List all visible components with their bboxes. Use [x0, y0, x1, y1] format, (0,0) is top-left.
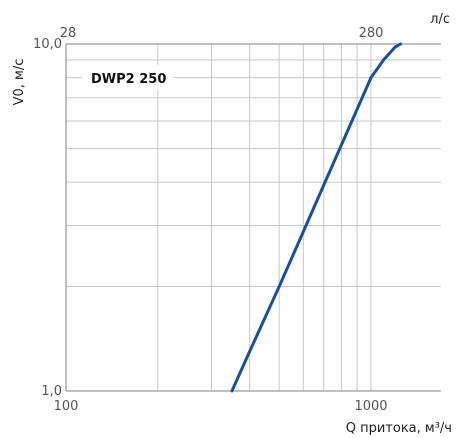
series-line [230, 42, 403, 393]
grid [66, 44, 441, 391]
x-tick-label: 100 [54, 399, 79, 414]
y-tick-label: 10,0 [33, 37, 62, 52]
x-axis-title: Q притока, м³/ч [346, 421, 452, 436]
y-axis-title: V0, м/с [12, 59, 27, 106]
series-label: DWP2 250 [91, 72, 166, 87]
plot-area [66, 44, 441, 391]
x-tick-label: 1000 [354, 399, 387, 414]
series-label-box [82, 65, 173, 90]
top-tick-label: 28 [60, 26, 77, 41]
y-tick-label: 1,0 [41, 384, 62, 399]
top-tick-label: 280 [359, 26, 384, 41]
top-unit-label: л/с [430, 12, 450, 27]
axes [65, 43, 441, 392]
series-layer [230, 42, 403, 393]
